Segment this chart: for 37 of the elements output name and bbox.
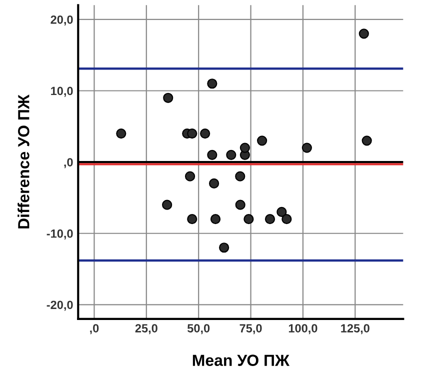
point: [276, 206, 287, 218]
y-tick-label: 10,0: [51, 86, 73, 97]
point: [184, 171, 196, 182]
y-tick-label: -10,0: [46, 229, 73, 240]
y-tick-label: ,0: [64, 158, 73, 168]
point: [282, 214, 292, 224]
x-tick-label: 50,0: [187, 324, 210, 334]
point: [162, 200, 172, 210]
y-tick-label: -20,0: [46, 300, 73, 311]
point: [362, 136, 372, 146]
point: [187, 128, 198, 139]
point: [207, 150, 218, 160]
x-tick-label: 75,0: [240, 324, 262, 334]
x-tick-label: 25,0: [135, 324, 158, 334]
x-tick-label: 125,0: [341, 324, 370, 334]
point: [187, 214, 198, 224]
point: [163, 92, 174, 103]
point: [226, 150, 236, 160]
point: [235, 171, 246, 182]
point: [256, 136, 268, 146]
point: [244, 214, 254, 224]
point: [264, 214, 276, 224]
point: [218, 242, 230, 253]
point: [302, 142, 312, 153]
point: [235, 200, 246, 210]
point: [116, 128, 126, 139]
point: [358, 28, 369, 39]
y-axis-title: Difference УО ПЖ: [18, 94, 30, 228]
x-tick-label: 100,0: [288, 324, 318, 334]
y-tick-label: 20,0: [50, 15, 73, 26]
x-tick-label: ,0: [90, 324, 99, 334]
point: [207, 78, 218, 89]
point: [208, 178, 220, 189]
point: [210, 214, 221, 224]
point: [240, 142, 250, 153]
point: [200, 128, 210, 139]
x-axis-title: Mean УО ПЖ: [192, 354, 290, 366]
